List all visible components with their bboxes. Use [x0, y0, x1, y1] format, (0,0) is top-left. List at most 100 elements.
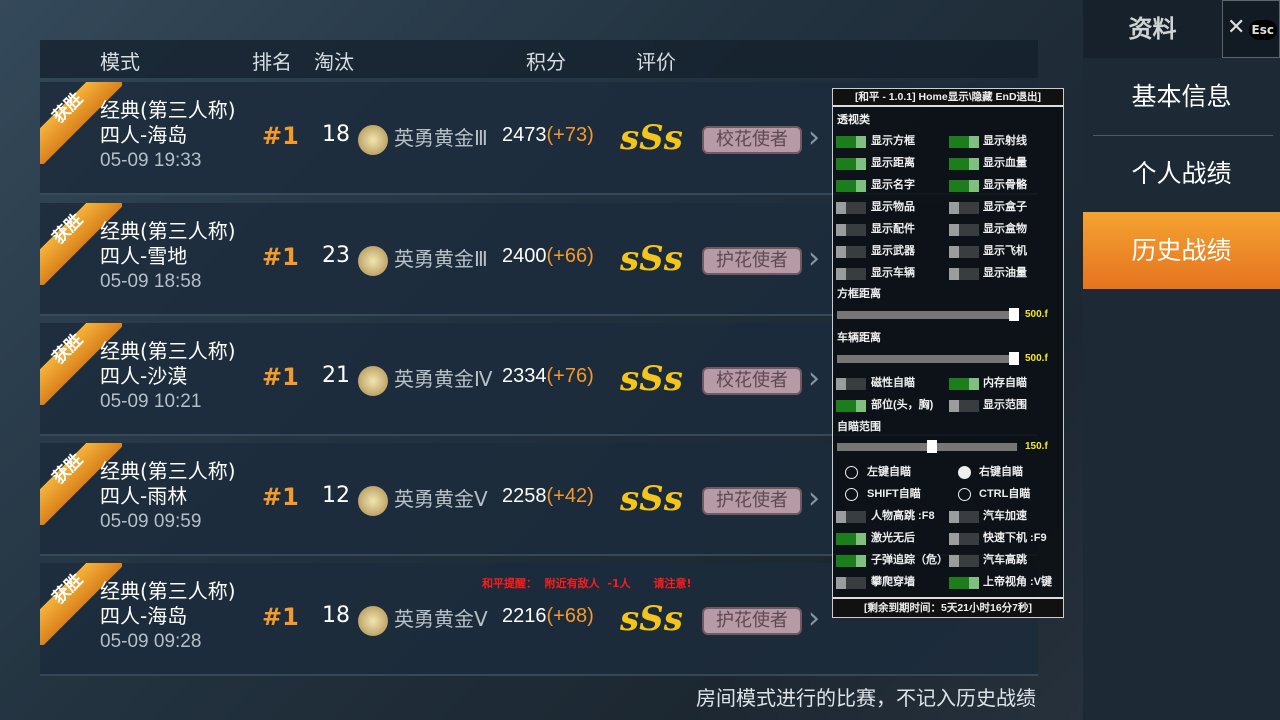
- chevron-right-icon[interactable]: ›: [808, 361, 820, 396]
- toggle-aim-2[interactable]: [836, 400, 866, 412]
- tier-label: 英勇黄金Ⅲ: [394, 247, 488, 271]
- tier-medal-icon: [358, 485, 388, 516]
- toggle-esp-9[interactable]: [949, 224, 979, 236]
- toggle-label: 攀爬穿墙: [871, 576, 915, 588]
- aim-range-slider[interactable]: [837, 440, 1017, 453]
- toggle-esp-12[interactable]: [836, 268, 866, 280]
- tier: 英勇黄金Ⅲ: [358, 122, 488, 155]
- match-time: 05-09 09:28: [100, 631, 202, 652]
- toggle-label: 上帝视角 :V键: [983, 576, 1053, 588]
- expiry-text: [剩余到期时间：5天21小时16分7秒]: [833, 597, 1063, 617]
- toggle-misc-3[interactable]: [949, 533, 979, 545]
- map-label: 四人-沙漠: [100, 364, 188, 388]
- toggle-label: 显示配件: [871, 223, 915, 235]
- match-mode: 经典(第三人称) 四人-海岛 05-09 19:33: [100, 98, 236, 173]
- grade: sSs: [620, 479, 683, 519]
- mode-label: 经典(第三人称): [100, 98, 236, 122]
- slider-handle[interactable]: [1009, 308, 1019, 321]
- tier-medal-icon: [358, 124, 388, 155]
- tier-medal-icon: [358, 245, 388, 276]
- toggle-esp-4[interactable]: [836, 180, 866, 192]
- tier: 英勇黄金Ⅴ: [358, 483, 488, 516]
- radio-0[interactable]: [845, 466, 858, 479]
- toggle-aim-3[interactable]: [949, 400, 979, 412]
- col-rank: 排名: [252, 50, 292, 74]
- toggle-label: 显示射线: [983, 135, 1027, 147]
- kills-value: 23: [322, 243, 350, 268]
- toggle-esp-3[interactable]: [949, 158, 979, 170]
- radio-3[interactable]: [958, 488, 971, 501]
- toggle-esp-11[interactable]: [949, 246, 979, 258]
- toggle-misc-1[interactable]: [949, 511, 979, 523]
- nav-basic-info[interactable]: 基本信息: [1131, 82, 1232, 111]
- toggle-label: 内存自瞄: [983, 377, 1027, 389]
- score-delta: (+66): [546, 245, 594, 267]
- col-score: 积分: [526, 50, 566, 74]
- score: 2258(+42): [502, 485, 594, 508]
- toggle-misc-2[interactable]: [836, 533, 866, 545]
- toggle-label: 显示盒物: [983, 223, 1027, 235]
- toggle-misc-6[interactable]: [836, 577, 866, 589]
- radio-label: SHIFT自瞄: [867, 488, 921, 500]
- table-header: 模式 排名 淘汰 积分 评价: [40, 40, 1038, 78]
- nav-personal-stats[interactable]: 个人战绩: [1131, 159, 1232, 188]
- match-mode: 经典(第三人称) 四人-海岛 05-09 09:28: [100, 579, 236, 654]
- table-row[interactable]: 获胜 经典(第三人称) 四人-海岛 05-09 09:28 #1 18 英勇黄金Ⅴ …: [40, 563, 1038, 676]
- score-delta: (+42): [546, 485, 594, 507]
- radio-label: CTRL自瞄: [979, 488, 1031, 500]
- tier-medal-icon: [358, 605, 388, 636]
- menu-title: [和平 - 1.0.1] Home显示\隐藏 EnD退出]: [833, 89, 1063, 107]
- toggle-esp-13[interactable]: [949, 268, 979, 280]
- col-rating: 评价: [636, 50, 676, 74]
- slider-handle[interactable]: [1009, 352, 1019, 365]
- radio-2[interactable]: [845, 488, 858, 501]
- slider-handle[interactable]: [927, 440, 937, 453]
- toggle-label: 显示盒子: [983, 201, 1027, 213]
- chevron-right-icon[interactable]: ›: [808, 241, 820, 276]
- car-distance-slider[interactable]: [837, 352, 1019, 365]
- toggle-misc-4[interactable]: [836, 555, 866, 567]
- car-distance-value: 500.f: [1025, 353, 1048, 364]
- close-button[interactable]: ✕ Esc: [1222, 0, 1280, 58]
- toggle-label: 显示油量: [983, 267, 1027, 279]
- toggle-label: 显示范围: [983, 399, 1027, 411]
- toggle-aim-0[interactable]: [836, 378, 866, 390]
- chevron-right-icon[interactable]: ›: [808, 601, 820, 636]
- toggle-esp-2[interactable]: [836, 158, 866, 170]
- title-badge: 校花使者: [702, 126, 802, 154]
- toggle-label: 人物高跳 :F8: [871, 510, 935, 522]
- radio-label: 右键自瞄: [979, 466, 1023, 478]
- toggle-misc-0[interactable]: [836, 511, 866, 523]
- toggle-esp-0[interactable]: [836, 136, 866, 148]
- tier-medal-icon: [358, 365, 388, 396]
- aim-range-value: 150.f: [1025, 441, 1048, 452]
- box-distance-slider[interactable]: [837, 308, 1019, 321]
- cheat-menu-overlay: [和平 - 1.0.1] Home显示\隐藏 EnD退出] [剩余到期时间：5天…: [832, 88, 1064, 618]
- toggle-esp-10[interactable]: [836, 246, 866, 258]
- section-esp-label: 透视类: [837, 114, 870, 126]
- toggle-esp-8[interactable]: [836, 224, 866, 236]
- toggle-misc-7[interactable]: [949, 577, 979, 589]
- toggle-esp-6[interactable]: [836, 202, 866, 214]
- toggle-esp-5[interactable]: [949, 180, 979, 192]
- box-distance-value: 500.f: [1025, 309, 1048, 320]
- radio-1[interactable]: [958, 466, 971, 479]
- nav-match-history[interactable]: 历史战绩: [1083, 212, 1280, 289]
- score: 2216(+68): [502, 605, 594, 628]
- chevron-right-icon[interactable]: ›: [808, 120, 820, 155]
- toggle-label: 显示武器: [871, 245, 915, 257]
- toggle-esp-7[interactable]: [949, 202, 979, 214]
- mode-label: 经典(第三人称): [100, 459, 236, 483]
- mode-label: 经典(第三人称): [100, 219, 236, 243]
- toggle-misc-5[interactable]: [949, 555, 979, 567]
- match-time: 05-09 09:59: [100, 511, 202, 532]
- chevron-right-icon[interactable]: ›: [808, 481, 820, 516]
- score-value: 2334: [502, 365, 547, 387]
- grade: sSs: [620, 599, 683, 639]
- toggle-aim-1[interactable]: [949, 378, 979, 390]
- match-mode: 经典(第三人称) 四人-雪地 05-09 18:58: [100, 219, 236, 294]
- toggle-esp-1[interactable]: [949, 136, 979, 148]
- toggle-label: 显示物品: [871, 201, 915, 213]
- tier-label: 英勇黄金Ⅴ: [394, 607, 488, 631]
- kills-value: 21: [322, 363, 350, 388]
